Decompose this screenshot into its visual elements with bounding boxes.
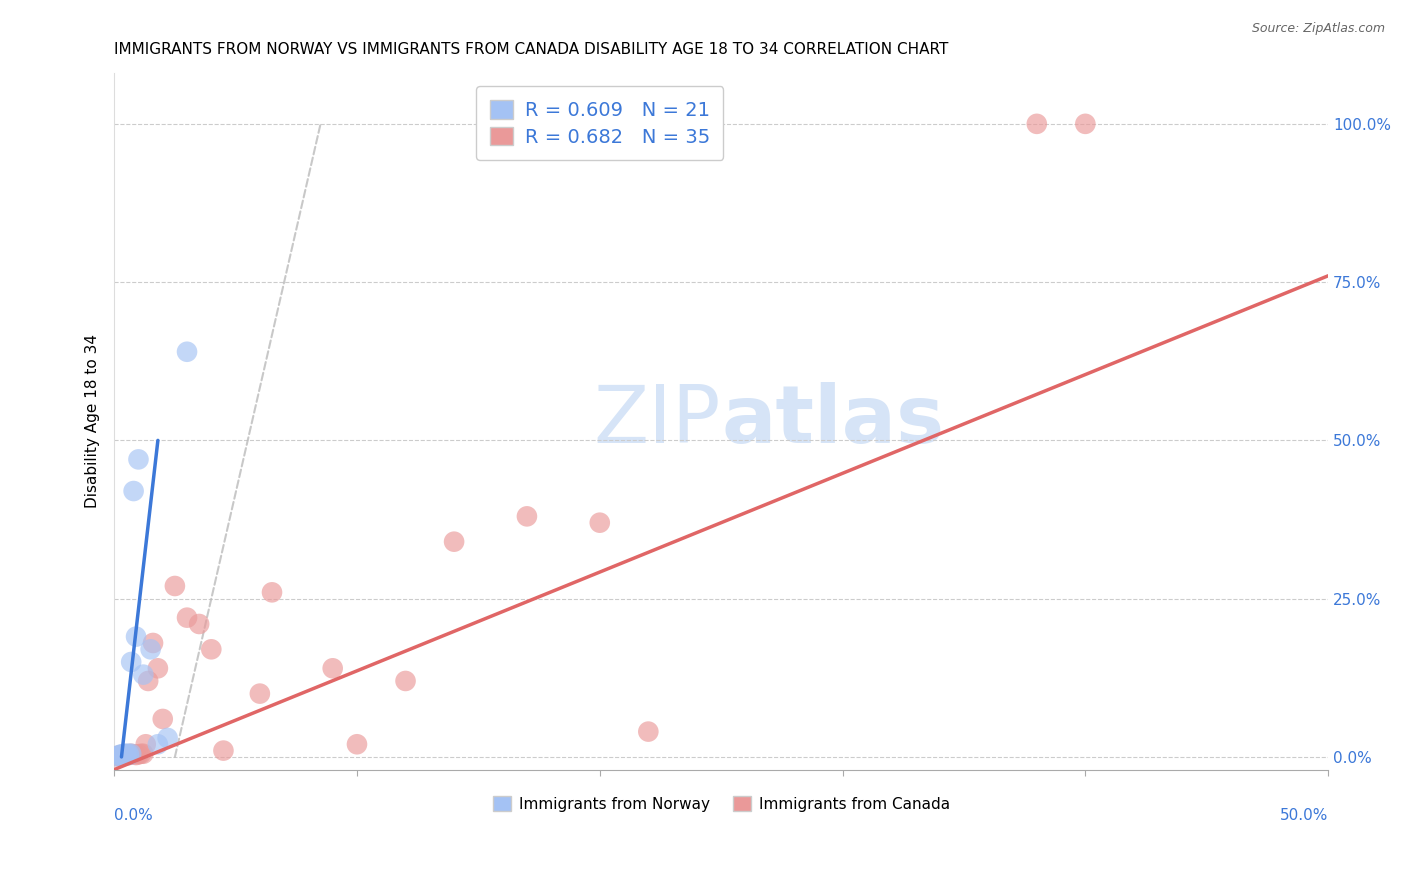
Point xyxy=(125,747,148,762)
Point xyxy=(110,747,132,762)
Point xyxy=(516,509,538,524)
Point xyxy=(322,661,344,675)
Point xyxy=(142,636,165,650)
Legend: Immigrants from Norway, Immigrants from Canada: Immigrants from Norway, Immigrants from … xyxy=(486,790,956,818)
Point xyxy=(156,731,179,745)
Point xyxy=(249,687,271,701)
Text: ZIP: ZIP xyxy=(593,383,721,460)
Point xyxy=(112,747,135,762)
Point xyxy=(200,642,222,657)
Point xyxy=(1074,117,1097,131)
Point xyxy=(135,737,157,751)
Point xyxy=(125,630,148,644)
Point xyxy=(1025,117,1047,131)
Point xyxy=(115,747,138,762)
Point xyxy=(105,749,128,764)
Text: 0.0%: 0.0% xyxy=(114,808,153,823)
Point xyxy=(118,747,141,762)
Point xyxy=(136,673,159,688)
Point xyxy=(108,747,131,762)
Point xyxy=(346,737,368,751)
Point xyxy=(110,748,132,763)
Point xyxy=(163,579,186,593)
Point xyxy=(122,747,145,762)
Point xyxy=(127,747,149,762)
Point xyxy=(132,747,155,761)
Point xyxy=(394,673,416,688)
Point xyxy=(212,743,235,757)
Point xyxy=(122,483,145,498)
Point xyxy=(120,747,142,761)
Point xyxy=(105,749,128,764)
Point xyxy=(188,617,211,632)
Point xyxy=(132,667,155,681)
Point xyxy=(115,747,138,762)
Point xyxy=(115,747,138,761)
Point xyxy=(146,737,169,751)
Point xyxy=(108,748,131,763)
Point xyxy=(443,534,465,549)
Point xyxy=(176,344,198,359)
Point xyxy=(120,747,142,761)
Point xyxy=(589,516,612,530)
Point xyxy=(127,452,149,467)
Point xyxy=(637,724,659,739)
Point xyxy=(108,748,131,763)
Point xyxy=(110,747,132,762)
Text: IMMIGRANTS FROM NORWAY VS IMMIGRANTS FROM CANADA DISABILITY AGE 18 TO 34 CORRELA: IMMIGRANTS FROM NORWAY VS IMMIGRANTS FRO… xyxy=(114,42,949,57)
Text: Source: ZipAtlas.com: Source: ZipAtlas.com xyxy=(1251,22,1385,36)
Point xyxy=(112,747,135,761)
Point xyxy=(152,712,174,726)
Point xyxy=(112,748,135,763)
Point xyxy=(115,747,138,762)
Point xyxy=(118,747,141,762)
Point xyxy=(129,747,152,761)
Point xyxy=(110,749,132,764)
Point xyxy=(118,747,141,761)
Point xyxy=(139,642,162,657)
Point xyxy=(120,655,142,669)
Y-axis label: Disability Age 18 to 34: Disability Age 18 to 34 xyxy=(86,334,100,508)
Point xyxy=(260,585,283,599)
Point xyxy=(146,661,169,675)
Point xyxy=(176,610,198,624)
Text: atlas: atlas xyxy=(721,383,945,460)
Text: 50.0%: 50.0% xyxy=(1279,808,1329,823)
